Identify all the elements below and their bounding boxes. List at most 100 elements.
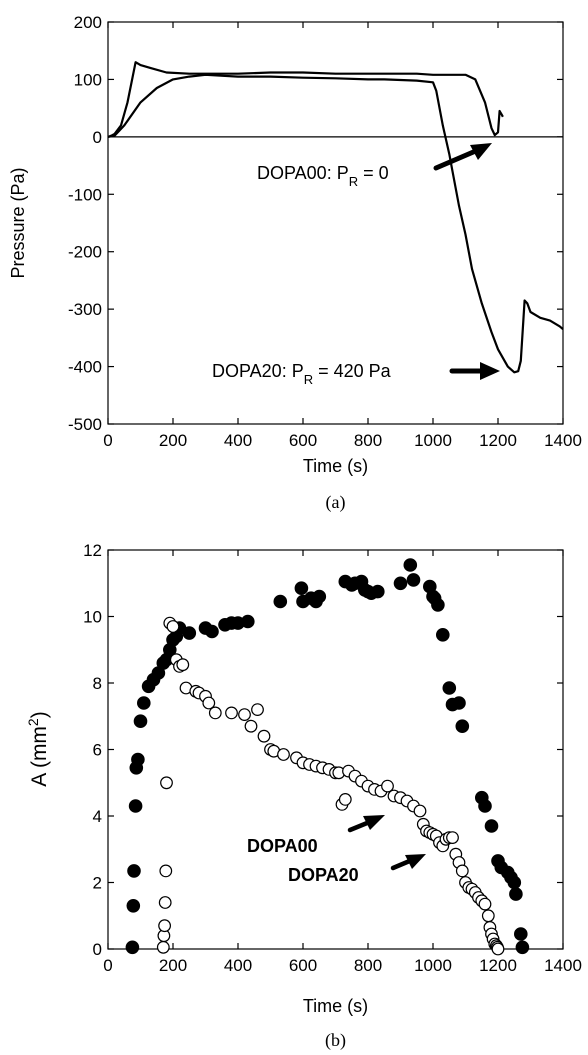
panel-b-point-dopa00 bbox=[251, 703, 264, 716]
panel-b-point-dopa20 bbox=[406, 573, 421, 587]
panel-a-annotation-dopa20: DOPA20: PR = 420 Pa bbox=[212, 361, 392, 387]
panel-a-x-axis-label: Time (s) bbox=[303, 456, 368, 476]
panel-b-point-dopa20 bbox=[455, 719, 470, 733]
panel-b-point-dopa20 bbox=[435, 627, 450, 642]
panel-a-x-ticks: 0 200 400 600 800 1000 1200 1400 bbox=[103, 22, 582, 450]
panel-b-point-dopa20 bbox=[431, 598, 445, 612]
panel-b-point-dopa20 bbox=[133, 714, 148, 728]
panel-a-annotation-dopa20-sub: R bbox=[304, 372, 313, 387]
panel-b-point-dopa00 bbox=[176, 658, 190, 672]
panel-a-x-tick-label: 1200 bbox=[479, 431, 517, 450]
panel-b-x-tick-label: 400 bbox=[224, 956, 252, 975]
panel-a-x-tick-label: 0 bbox=[103, 431, 112, 450]
panel-b-x-ticks: 0 200 400 600 800 1000 1200 1400 bbox=[103, 550, 582, 975]
panel-b-point-dopa00 bbox=[159, 864, 173, 878]
panel-a-y-ticks: 200 100 0 -100 -200 -300 -400 -500 bbox=[68, 13, 563, 434]
panel-b-y-axis-label-sup: 2 bbox=[25, 718, 41, 726]
panel-b-y-tick-label: 2 bbox=[93, 874, 102, 893]
panel-a-plot-frame bbox=[107, 21, 564, 425]
panel-b-point-dopa00 bbox=[225, 706, 238, 720]
panel-b-x-tick-label: 200 bbox=[159, 956, 187, 975]
panel-b: 0 200 400 600 800 1000 1200 1400 12 10 8 6 4 2 0 Time… bbox=[25, 541, 582, 1051]
panel-a-arrow-dopa00 bbox=[433, 143, 492, 171]
panel-a-annotation-dopa00-main: DOPA00: P bbox=[257, 163, 349, 183]
panel-b-plot-frame bbox=[107, 549, 564, 950]
panel-a-series bbox=[107, 61, 564, 374]
panel-b-point-dopa00 bbox=[156, 940, 170, 954]
panel-a-y-tick-label: -200 bbox=[68, 243, 102, 262]
panel-a-x-tick-label: 600 bbox=[289, 431, 317, 450]
panel-a-arrow-dopa20 bbox=[449, 362, 500, 380]
panel-b-point-dopa00 bbox=[481, 909, 495, 923]
panel-b-point-dopa20 bbox=[126, 898, 141, 913]
panel-b-y-axis-label-main: A (mm bbox=[28, 726, 51, 787]
panel-a-series-line-1 bbox=[107, 61, 504, 138]
panel-a-annotation-dopa20-suffix: = 420 Pa bbox=[313, 361, 392, 381]
panel-a-x-tick-label: 1000 bbox=[414, 431, 452, 450]
panel-b-x-tick-label: 1400 bbox=[544, 956, 582, 975]
panel-a-x-tick-label: 800 bbox=[354, 431, 382, 450]
panel-b-y-ticks: 12 10 8 6 4 2 0 bbox=[83, 541, 563, 959]
panel-b-y-axis-label-tail: ) bbox=[28, 711, 51, 718]
panel-a-y-tick-label: -100 bbox=[68, 185, 102, 204]
panel-b-x-tick-label: 600 bbox=[289, 956, 317, 975]
panel-b-y-tick-label: 4 bbox=[93, 807, 102, 826]
panel-a-annotation-dopa00-sub: R bbox=[349, 174, 358, 189]
panel-a-series-line-2 bbox=[107, 73, 564, 374]
panel-b-point-dopa00 bbox=[158, 896, 172, 909]
panel-b-point-dopa20 bbox=[442, 681, 457, 695]
panel-b-point-dopa00 bbox=[202, 696, 216, 710]
panel-a-y-tick-label: 200 bbox=[74, 13, 102, 32]
panel-a-annotation-dopa00-suffix: = 0 bbox=[358, 163, 389, 183]
panel-b-point-dopa00 bbox=[160, 776, 173, 790]
panel-b-point-dopa20 bbox=[478, 799, 492, 813]
panel-b-arrow-dopa20 bbox=[390, 854, 426, 871]
panel-b-point-dopa00 bbox=[455, 864, 469, 878]
panel-b-y-tick-label: 6 bbox=[93, 741, 102, 760]
panel-b-point-dopa20 bbox=[370, 584, 385, 599]
panel-a-y-tick-label: -500 bbox=[68, 415, 102, 434]
panel-b-point-dopa00 bbox=[381, 779, 394, 793]
panel-b-point-dopa20 bbox=[294, 581, 309, 595]
panel-b-point-dopa20 bbox=[241, 614, 255, 629]
panel-b-point-dopa00 bbox=[413, 804, 427, 818]
panel-b-annotation-dopa20: DOPA20 bbox=[288, 865, 359, 885]
panel-b-point-dopa20 bbox=[484, 819, 499, 833]
panel-a-x-tick-label: 200 bbox=[159, 431, 187, 450]
panel-b-point-dopa20 bbox=[205, 624, 219, 639]
panel-b-point-dopa20 bbox=[127, 864, 141, 878]
panel-b-point-dopa00 bbox=[338, 793, 352, 806]
panel-b-y-axis-label: A (mm2) bbox=[25, 711, 51, 786]
panel-b-point-dopa00 bbox=[478, 897, 492, 911]
panel-b-point-dopa20 bbox=[312, 589, 327, 604]
panel-a-y-tick-label: -400 bbox=[68, 358, 102, 377]
panel-b-x-tick-label: 800 bbox=[354, 956, 382, 975]
panel-b-annotation-dopa00: DOPA00 bbox=[247, 836, 318, 856]
panel-b-point-dopa20 bbox=[507, 875, 522, 890]
panel-b-point-dopa20 bbox=[515, 940, 530, 955]
panel-b-series bbox=[125, 558, 530, 956]
panel-b-point-dopa20 bbox=[509, 887, 523, 901]
panel-b-point-dopa00 bbox=[166, 620, 180, 633]
panel-b-caption: (b) bbox=[325, 1030, 346, 1051]
panel-b-point-dopa00 bbox=[446, 831, 459, 844]
panel-b-point-dopa00 bbox=[238, 708, 251, 721]
panel-b-point-dopa20 bbox=[128, 799, 143, 813]
panel-b-arrow-dopa00 bbox=[347, 815, 385, 833]
panel-a-x-tick-label: 400 bbox=[224, 431, 252, 450]
panel-a-annotation-dopa00: DOPA00: PR = 0 bbox=[257, 163, 389, 189]
panel-b-point-dopa20 bbox=[403, 558, 418, 572]
panel-a-y-tick-label: -300 bbox=[68, 300, 102, 319]
panel-b-x-axis-label: Time (s) bbox=[303, 996, 368, 1016]
panel-b-point-dopa00 bbox=[244, 719, 258, 733]
panel-a: 0 200 400 600 800 1000 1200 1400 2001000-100-20… bbox=[8, 13, 582, 513]
panel-a-y-tick-label: 100 bbox=[74, 70, 102, 89]
panel-b-y-tick-label: 0 bbox=[93, 940, 102, 959]
panel-b-point-dopa00 bbox=[277, 748, 290, 761]
panel-b-x-tick-label: 1200 bbox=[479, 956, 517, 975]
panel-b-point-dopa00 bbox=[257, 729, 271, 743]
panel-b-point-dopa00 bbox=[158, 919, 172, 933]
panel-b-point-dopa20 bbox=[125, 940, 140, 955]
panel-b-point-dopa20 bbox=[137, 696, 151, 710]
